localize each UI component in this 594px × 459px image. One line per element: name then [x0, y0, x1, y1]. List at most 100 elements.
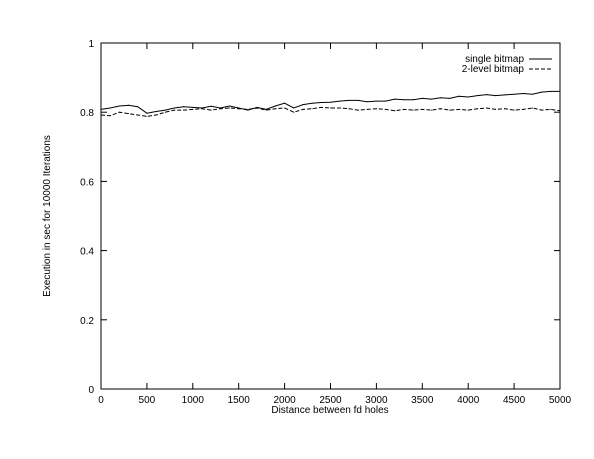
series-point-single-bitmap [458, 95, 460, 97]
series-point-single-bitmap [293, 107, 295, 109]
series-point-single-bitmap [192, 106, 194, 108]
series-point-two-level-bitmap [495, 108, 497, 110]
series-point-single-bitmap [339, 100, 341, 102]
y-tick-label: 1 [88, 39, 94, 50]
y-tick-label: 0.2 [80, 316, 94, 327]
series-point-single-bitmap [274, 105, 276, 107]
series-point-single-bitmap [394, 98, 396, 100]
x-tick-label: 5000 [549, 395, 572, 406]
series-point-single-bitmap [164, 109, 166, 111]
series-point-two-level-bitmap [394, 110, 396, 112]
series-line-two-level-bitmap [100, 106, 561, 117]
series-point-single-bitmap [476, 95, 478, 97]
series-point-single-bitmap [210, 105, 212, 107]
series-point-single-bitmap [366, 101, 368, 103]
series-point-single-bitmap [137, 106, 139, 108]
series-layer [100, 90, 561, 117]
series-point-two-level-bitmap [238, 108, 240, 110]
series-point-two-level-bitmap [449, 109, 451, 111]
series-point-two-level-bitmap [229, 107, 230, 109]
series-point-two-level-bitmap [320, 106, 322, 108]
series-point-two-level-bitmap [385, 108, 387, 110]
series-point-two-level-bitmap [128, 113, 129, 115]
x-tick-label: 3000 [365, 395, 388, 406]
series-point-two-level-bitmap [210, 109, 212, 111]
x-axis-label: Distance between fd holes [271, 405, 388, 416]
series-point-single-bitmap [229, 105, 230, 107]
y-axis-label: Execution in sec for 10000 Iterations [42, 135, 53, 297]
series-point-two-level-bitmap [274, 108, 276, 110]
series-point-two-level-bitmap [375, 108, 377, 110]
series-point-single-bitmap [155, 111, 157, 112]
x-tick-label: 1500 [228, 395, 251, 406]
series-point-two-level-bitmap [504, 108, 506, 110]
series-point-two-level-bitmap [302, 108, 304, 110]
series-point-single-bitmap [357, 99, 359, 101]
series-point-single-bitmap [284, 102, 286, 104]
series-point-two-level-bitmap [265, 109, 267, 111]
series-point-single-bitmap [495, 95, 497, 97]
series-point-two-level-bitmap [284, 107, 286, 109]
legend-label: 2-level bitmap [462, 64, 525, 75]
series-point-two-level-bitmap [192, 108, 194, 110]
series-point-single-bitmap [348, 99, 350, 101]
y-tick-label: 0.8 [80, 108, 94, 119]
x-tick-label: 2500 [319, 395, 342, 406]
series-point-two-level-bitmap [118, 111, 120, 113]
series-point-two-level-bitmap [412, 109, 414, 111]
y-tick-label: 0 [88, 385, 94, 396]
series-point-two-level-bitmap [403, 108, 405, 110]
series-point-single-bitmap [128, 104, 129, 106]
series-point-two-level-bitmap [541, 109, 543, 111]
series-point-two-level-bitmap [201, 108, 203, 110]
series-point-single-bitmap [320, 102, 322, 103]
series-point-two-level-bitmap [311, 108, 313, 110]
y-tick-label: 0.6 [80, 177, 94, 188]
series-point-two-level-bitmap [366, 108, 368, 110]
series-point-single-bitmap [522, 93, 524, 94]
series-point-two-level-bitmap [522, 108, 524, 110]
series-point-single-bitmap [541, 91, 543, 93]
series-point-two-level-bitmap [431, 109, 432, 111]
series-point-single-bitmap [247, 109, 249, 111]
series-point-two-level-bitmap [330, 107, 331, 109]
series-point-single-bitmap [532, 93, 533, 95]
series-point-single-bitmap [330, 101, 331, 103]
series-point-two-level-bitmap [458, 108, 460, 110]
series-point-two-level-bitmap [357, 109, 359, 111]
series-point-two-level-bitmap [293, 111, 295, 113]
series-point-single-bitmap [440, 97, 442, 99]
series-point-two-level-bitmap [440, 108, 442, 110]
series-point-single-bitmap [375, 100, 377, 102]
series-point-single-bitmap [183, 106, 185, 108]
series-point-two-level-bitmap [532, 107, 533, 109]
series-point-single-bitmap [109, 107, 111, 109]
series-point-two-level-bitmap [421, 108, 423, 110]
series-point-single-bitmap [421, 97, 423, 99]
series-point-two-level-bitmap [486, 107, 488, 109]
series-point-two-level-bitmap [109, 115, 111, 117]
series-point-two-level-bitmap [219, 108, 221, 110]
series-point-two-level-bitmap [256, 107, 258, 109]
x-tick-label: 2000 [273, 395, 296, 406]
series-point-single-bitmap [302, 104, 304, 106]
series-point-two-level-bitmap [476, 108, 478, 110]
series-point-single-bitmap [146, 112, 148, 114]
series-point-single-bitmap [265, 108, 267, 110]
series-point-single-bitmap [467, 96, 469, 98]
series-point-single-bitmap [403, 99, 405, 101]
series-point-single-bitmap [412, 99, 414, 101]
x-tick-label: 3500 [411, 395, 434, 406]
axes-group: 0 500 1000 1500 2000 2500 3000 3500 4000 4500 5000… [80, 39, 571, 406]
x-tick-label: 1000 [182, 395, 205, 406]
series-point-single-bitmap [513, 93, 515, 95]
series-point-two-level-bitmap [173, 109, 175, 111]
series-point-two-level-bitmap [247, 108, 249, 110]
series-point-single-bitmap [550, 90, 552, 92]
series-point-single-bitmap [431, 98, 432, 100]
series-point-two-level-bitmap [467, 109, 469, 111]
y-tick-label: 0.4 [80, 247, 94, 258]
